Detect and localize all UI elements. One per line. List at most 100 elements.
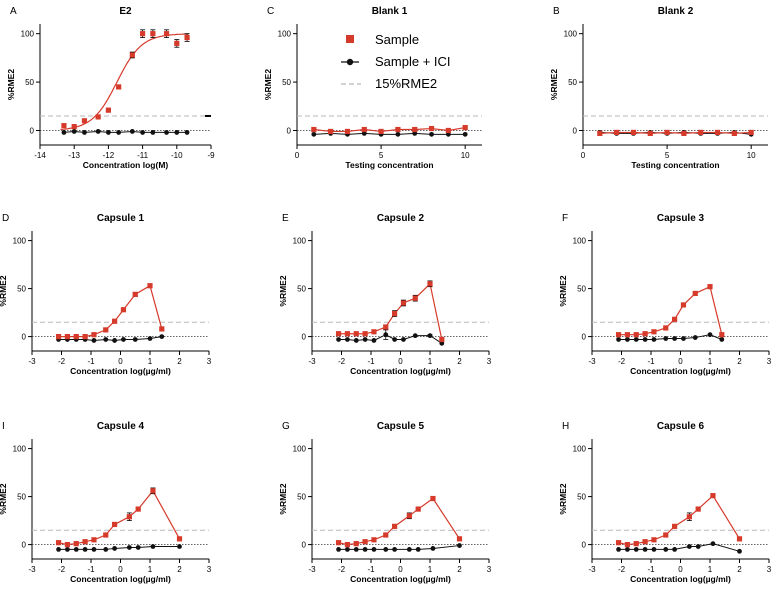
ici-data-point <box>383 547 389 552</box>
ici-data-point <box>82 547 88 552</box>
ici-data-point <box>150 130 156 135</box>
y-axis-label: %RME2 <box>6 69 16 100</box>
sample-data-point <box>647 130 653 136</box>
sample-data-point <box>672 523 678 529</box>
sample-data-point <box>174 40 180 46</box>
y-tick-label: 50 <box>25 78 34 87</box>
sample-data-point <box>406 513 412 519</box>
ici-data-point <box>371 338 377 343</box>
sample-series-line <box>618 494 741 546</box>
ici-data-point <box>345 547 350 552</box>
sample-data-point <box>353 331 359 337</box>
sample-data-point <box>731 130 737 136</box>
x-tick-label: 3 <box>207 357 212 366</box>
sample-data-point <box>430 495 436 502</box>
x-tick-label: 0 <box>398 357 403 366</box>
ici-data-point <box>121 337 126 342</box>
ici-data-point <box>56 547 61 552</box>
panel-b: B Blank 2 0 50 100 0 5 10 Testing concentration%… <box>549 6 768 170</box>
x-axis-label: Testing concentration <box>345 160 433 170</box>
y-tick-label: 100 <box>573 237 587 246</box>
y-axis-label: %RME2 <box>263 69 273 100</box>
y-tick-label: 0 <box>582 541 587 550</box>
sample-data-point <box>103 532 109 538</box>
ici-data-point <box>132 337 138 342</box>
ici-data-point <box>737 548 742 554</box>
sample-data-point <box>680 302 687 308</box>
ici-data-point <box>633 337 639 342</box>
ici-data-point <box>82 130 87 135</box>
x-axis-label: Concentration log(M) <box>83 160 169 170</box>
ici-data-point <box>412 333 418 339</box>
sample-data-point <box>55 334 62 340</box>
panel-c: C Blank 1 0 50 100 0 5 10 Testing concentration%… <box>263 6 482 170</box>
sample-data-point <box>163 31 170 37</box>
ici-data-point <box>65 547 70 552</box>
sample-data-point <box>362 539 368 545</box>
ici-data-point <box>439 340 445 346</box>
x-tick-label: 2 <box>737 357 742 366</box>
ici-data-point <box>361 130 367 136</box>
ici-data-point <box>651 337 657 342</box>
sample-data-point <box>112 318 118 324</box>
panel-letter: D <box>2 213 9 224</box>
sample-data-point <box>371 329 377 335</box>
ici-data-point <box>719 337 725 342</box>
sample-data-point <box>95 114 101 120</box>
x-tick-label: 2 <box>177 565 182 574</box>
ici-data-point <box>642 337 648 342</box>
sample-series-line <box>58 489 181 546</box>
sample-data-point <box>651 537 657 543</box>
x-tick-label: 0 <box>581 151 586 160</box>
y-tick-label: 100 <box>13 237 27 246</box>
ici-data-point <box>625 337 630 342</box>
panel-letter: I <box>2 421 5 432</box>
ici-data-point <box>692 335 698 340</box>
ici-data-point <box>106 130 111 135</box>
panel-letter: B <box>553 6 560 17</box>
x-tick-label: -2 <box>618 565 626 574</box>
ici-data-point <box>116 130 122 135</box>
sample-data-point <box>400 300 407 306</box>
y-axis-label: %RME2 <box>558 275 568 306</box>
sample-data-point <box>362 331 368 337</box>
sample-data-point <box>328 128 334 135</box>
x-tick-label: 0 <box>678 565 683 574</box>
x-axis-label: Concentration log(µg/ml) <box>630 366 731 376</box>
ici-data-point <box>336 547 341 552</box>
sample-data-point <box>371 537 377 543</box>
x-tick-label: 1 <box>148 565 153 574</box>
sample-data-point <box>91 537 97 543</box>
ici-data-point <box>103 547 109 552</box>
ici-data-point <box>695 544 701 549</box>
y-tick-label: 100 <box>13 445 27 454</box>
x-tick-label: 2 <box>177 357 182 366</box>
x-tick-label: 0 <box>118 357 123 366</box>
sample-data-point <box>624 542 630 548</box>
panel-f: F Capsule 3 0 50 100 -3 -2 -1 0 1 2 3 Concentration … <box>558 213 772 376</box>
sample-data-point <box>105 107 111 113</box>
ici-data-point <box>112 546 117 551</box>
panel-title: Capsule 6 <box>657 421 705 432</box>
legend-threshold-label: 15%RME2 <box>375 76 437 91</box>
ici-data-point <box>73 547 79 552</box>
x-tick-label: -1 <box>367 565 375 574</box>
sample-data-point <box>361 126 367 133</box>
panel-a: A E2 0 50 100 -14 -13 -12 -11 -10 -9 Concentration … <box>6 6 215 170</box>
panel-letter: G <box>282 421 290 432</box>
y-tick-label: 50 <box>297 493 306 502</box>
x-tick-label: -2 <box>58 357 66 366</box>
ici-data-point <box>710 541 716 547</box>
x-axis-label: Concentration log(µg/ml) <box>350 366 451 376</box>
ici-data-point <box>672 547 677 552</box>
sample-data-point <box>395 126 401 133</box>
y-tick-label: 50 <box>568 78 577 87</box>
ici-data-point <box>392 337 397 342</box>
sample-data-point <box>184 34 190 41</box>
ici-data-point <box>353 547 359 552</box>
ici-data-point <box>707 332 713 338</box>
ici-data-point <box>633 547 639 552</box>
x-tick-label: 10 <box>461 151 470 160</box>
x-tick-label: 5 <box>665 151 670 160</box>
panel-d: D Capsule 1 0 50 100 -3 -2 -1 0 1 2 3 Concentration … <box>0 213 212 376</box>
